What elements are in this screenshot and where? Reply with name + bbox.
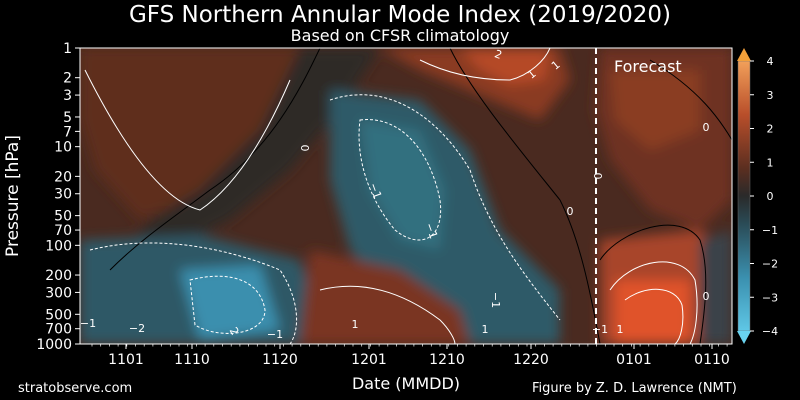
contour-label: 0	[703, 290, 710, 303]
x-tick-label: 0101	[616, 352, 652, 368]
positive-region-top-peak	[460, 48, 550, 85]
y-tick-label: 70	[54, 223, 72, 239]
contour-label: −1	[267, 328, 283, 341]
positive-region-forecast-core	[615, 280, 690, 344]
x-tick-label: 1101	[108, 352, 144, 368]
page-subtitle: Based on CFSR climatology	[290, 26, 510, 45]
contour-label: −1	[80, 317, 96, 330]
contour-label: −1	[489, 292, 502, 308]
y-axis-label: Pressure [hPa]	[3, 135, 23, 257]
colorbar-ticks: 4 3 2 1 0 −1 −2 −3 −4	[750, 55, 778, 338]
positive-region-lower-mid	[300, 250, 470, 344]
contour-label: −1	[366, 181, 384, 201]
colorbar-tick-label: −1	[762, 224, 778, 237]
negative-region-core	[360, 120, 445, 250]
x-tick-label: 1220	[513, 352, 549, 368]
neutral-band	[120, 48, 380, 260]
positive-region-right-strong	[610, 70, 700, 150]
y-tick-label: 2	[63, 71, 72, 87]
y-tick-label: 500	[45, 307, 72, 323]
colorbar-tick-label: −4	[762, 325, 778, 338]
colorbar-bottom-arrow	[737, 331, 751, 344]
y-tick-label: 3	[63, 88, 72, 104]
contour-label: 0	[703, 121, 710, 134]
colorbar-tick-label: −3	[762, 291, 778, 304]
contour-zero-second	[449, 48, 601, 344]
contour-label: 0	[591, 173, 604, 180]
y-tick-label: 5	[63, 110, 72, 126]
y-tick-label: 1	[63, 41, 72, 57]
contour-neg1-upper	[329, 94, 561, 321]
forecast-label: Forecast	[614, 57, 682, 76]
colorbar-top-arrow	[737, 48, 751, 61]
contour-label: 1	[352, 318, 359, 331]
site-credit[interactable]: stratobserve.com	[18, 381, 133, 396]
contour-pos1-top	[419, 48, 551, 81]
colorbar-bar	[737, 60, 751, 332]
x-axis-label: Date (MMDD)	[352, 374, 460, 393]
contour-label: 0	[567, 205, 574, 218]
contour-label: 0	[298, 145, 311, 152]
contour-pos1-upper	[84, 69, 291, 211]
heatmap-field	[80, 48, 732, 344]
contour-label: 1	[482, 323, 489, 336]
x-tick-label: 1201	[351, 352, 387, 368]
colorbar: 4 3 2 1 0 −1 −2 −3 −4	[737, 48, 778, 344]
y-tick-label: 7	[63, 124, 72, 140]
negative-region-forecast-right	[700, 230, 732, 344]
contour-label: −2	[129, 322, 145, 335]
y-tick-label: 300	[45, 285, 72, 301]
colorbar-tick-label: 2	[767, 123, 774, 136]
colorbar-tick-label: −2	[762, 258, 778, 271]
y-tick-label: 200	[45, 268, 72, 284]
contour-zero-main	[109, 48, 321, 271]
negative-region-lower-left-core	[180, 265, 280, 340]
contour-neg1-core	[358, 119, 442, 241]
y-tick-label: 50	[54, 209, 72, 225]
contour-label: −1	[592, 323, 608, 336]
plot-frame	[79, 47, 733, 345]
contour-pos1-forecast	[609, 261, 698, 344]
y-tick-label: 700	[45, 322, 72, 338]
y-tick-label: 1000	[36, 337, 72, 353]
contour-zero-lower	[599, 224, 707, 344]
x-axis-ticks: 1101 1110 1120 1201 1210 1220 0101 0110	[91, 344, 730, 368]
colorbar-tick-label: 0	[767, 190, 774, 203]
y-tick-label: 30	[54, 187, 72, 203]
contour-neg2-lower	[189, 275, 266, 334]
contour-label: 2	[493, 47, 504, 62]
contour-pos2-forecast	[624, 288, 684, 344]
contour-label: −1	[422, 221, 440, 241]
page-title: GFS Northern Annular Mode Index (2019/20…	[128, 2, 672, 28]
contour-pos1-lower	[319, 285, 456, 344]
y-tick-label: 20	[54, 169, 72, 185]
contour-label: 1	[617, 323, 624, 336]
y-tick-label: 10	[54, 140, 72, 156]
positive-region-upper-left	[80, 48, 310, 220]
colorbar-tick-label: 4	[767, 55, 774, 68]
author-credit: Figure by Z. D. Lawrence (NMT)	[532, 381, 737, 396]
colorbar-tick-label: 3	[767, 89, 774, 102]
colorbar-tick-label: 1	[767, 156, 774, 169]
y-tick-label: 100	[45, 238, 72, 254]
x-tick-label: 1210	[429, 352, 465, 368]
x-tick-label: 0110	[694, 352, 730, 368]
contour-zero-right	[649, 59, 732, 141]
x-tick-label: 1110	[174, 352, 210, 368]
x-tick-label: 1120	[262, 352, 298, 368]
